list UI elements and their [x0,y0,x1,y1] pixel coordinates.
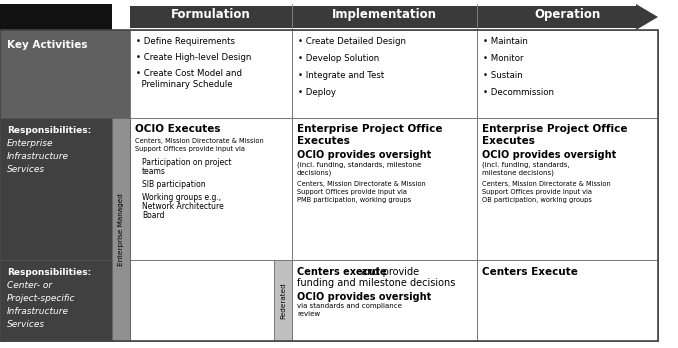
Text: review: review [297,311,320,317]
Text: via standards and compliance: via standards and compliance [297,303,402,309]
Text: Infrastructure: Infrastructure [7,152,69,161]
Bar [112,30,130,118]
Text: Support Offices provide input via: Support Offices provide input via [482,189,592,195]
Bar [130,6,636,28]
Text: milestone decisions): milestone decisions) [482,169,554,175]
Text: PMB participation, working groups: PMB participation, working groups [297,197,412,203]
Bar [112,118,130,341]
Bar [130,260,292,341]
Text: Enterprise Project Office: Enterprise Project Office [482,124,628,134]
Text: Working groups e.g.,: Working groups e.g., [142,193,221,202]
Bar [0,118,112,260]
Polygon shape [636,4,658,30]
Text: Network Architecture: Network Architecture [142,202,224,211]
Bar [0,260,112,341]
Text: Operation: Operation [534,8,601,21]
Bar [292,30,477,118]
Text: (incl. funding, standards, milestone: (incl. funding, standards, milestone [297,161,421,167]
Text: • Create Cost Model and
  Preliminary Schedule: • Create Cost Model and Preliminary Sche… [136,69,242,89]
Text: Implementation: Implementation [332,8,437,21]
Text: Board: Board [142,211,165,220]
Text: Executes: Executes [297,136,350,146]
Text: Participation on project: Participation on project [142,158,231,167]
Text: Infrastructure: Infrastructure [7,307,69,316]
Bar [0,30,658,341]
Text: • Integrate and Test: • Integrate and Test [298,71,384,80]
Text: (incl. funding, standards,: (incl. funding, standards, [482,161,570,167]
Text: Centers, Mission Directorate & Mission: Centers, Mission Directorate & Mission [135,138,264,144]
Text: Enterprise Managed: Enterprise Managed [118,193,124,266]
Text: Enterprise: Enterprise [7,139,54,148]
Text: • Decommission: • Decommission [483,88,554,97]
Text: Key Activities: Key Activities [7,40,87,50]
Text: Formulation: Formulation [171,8,251,21]
Text: Centers, Mission Directorate & Mission: Centers, Mission Directorate & Mission [482,181,611,187]
Text: OCIO provides oversight: OCIO provides oversight [482,150,616,160]
Bar [477,118,658,260]
Text: Enterprise Project Office: Enterprise Project Office [297,124,443,134]
Text: Services: Services [7,165,45,174]
Bar [0,4,112,30]
Bar [292,260,477,341]
Text: Centers, Mission Directorate & Mission: Centers, Mission Directorate & Mission [297,181,426,187]
Text: OCIO provides oversight: OCIO provides oversight [297,292,431,302]
Text: • Develop Solution: • Develop Solution [298,54,379,63]
Bar [130,30,292,118]
Text: Services: Services [7,320,45,329]
Text: • Define Requirements: • Define Requirements [136,37,235,46]
Text: • Create High-level Design: • Create High-level Design [136,53,252,62]
Text: • Sustain: • Sustain [483,71,523,80]
Text: SIB participation: SIB participation [142,180,205,189]
Bar [477,30,658,118]
Text: • Create Detailed Design: • Create Detailed Design [298,37,406,46]
Text: Executes: Executes [482,136,535,146]
Text: OCIO provides oversight: OCIO provides oversight [297,150,431,160]
Text: Responsibilities:: Responsibilities: [7,268,92,277]
Text: • Deploy: • Deploy [298,88,336,97]
Text: Centers execute: Centers execute [297,267,386,277]
Text: Project-specific: Project-specific [7,294,75,303]
Text: Support Offices provide input via: Support Offices provide input via [297,189,407,195]
Text: • Monitor: • Monitor [483,54,523,63]
Text: Support Offices provide input via: Support Offices provide input via [135,146,245,152]
Text: decisions): decisions) [297,169,332,175]
Bar [274,260,292,341]
Bar [130,118,292,260]
Text: Center- or: Center- or [7,281,52,290]
Bar [0,30,112,118]
Text: and provide: and provide [359,267,420,277]
Text: OB participation, working groups: OB participation, working groups [482,197,592,203]
Text: teams: teams [142,167,166,176]
Text: Federated: Federated [280,282,286,319]
Text: OCIO Executes: OCIO Executes [135,124,220,134]
Bar [477,260,658,341]
Text: Centers Execute: Centers Execute [482,267,578,277]
Text: • Maintain: • Maintain [483,37,528,46]
Text: Responsibilities:: Responsibilities: [7,126,92,135]
Bar [292,118,477,260]
Text: funding and milestone decisions: funding and milestone decisions [297,278,456,288]
